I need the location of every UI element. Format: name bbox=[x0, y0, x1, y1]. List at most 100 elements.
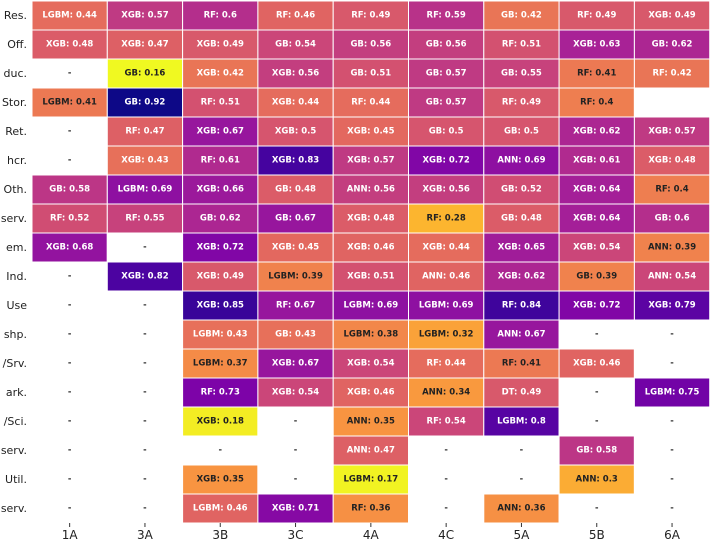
row-label: Off. bbox=[7, 38, 27, 51]
cell-label: XGB: 0.72 bbox=[422, 156, 469, 166]
cell-label: - bbox=[444, 446, 448, 456]
cell-label: ANN: 0.46 bbox=[422, 272, 470, 282]
cell-label: XGB: 0.45 bbox=[347, 127, 394, 137]
heatmap-cell bbox=[332, 29, 410, 60]
cell-label: - bbox=[520, 475, 524, 485]
cell-label: ANN: 0.35 bbox=[347, 417, 395, 427]
heatmap-cell bbox=[106, 116, 184, 147]
column-label: 3A bbox=[137, 528, 154, 540]
cell-label: - bbox=[670, 446, 674, 456]
heatmap-cell bbox=[633, 406, 711, 437]
heatmap-cell bbox=[257, 435, 334, 466]
heatmap-cell bbox=[408, 319, 485, 350]
cell-label: RF: 0.36 bbox=[351, 504, 390, 514]
cell-label: XGB: 0.65 bbox=[498, 243, 545, 253]
cell-label: RF: 0.51 bbox=[201, 98, 240, 108]
cell-label: GB: 0.52 bbox=[501, 185, 542, 195]
cell-label: - bbox=[68, 504, 72, 514]
cell-label: XGB: 0.57 bbox=[121, 11, 168, 21]
heatmap-cell bbox=[633, 464, 711, 495]
cell-label: RF: 0.42 bbox=[652, 69, 691, 79]
heatmap-cell bbox=[332, 348, 410, 379]
cell-label: XGB: 0.46 bbox=[573, 359, 620, 369]
heatmap-cell bbox=[182, 145, 259, 176]
heatmap-cell bbox=[332, 58, 410, 89]
heatmap-cell bbox=[257, 319, 334, 350]
cell-label: LGBM: 0.69 bbox=[419, 301, 474, 311]
heatmap-cell bbox=[558, 116, 635, 147]
cell-label: - bbox=[143, 504, 147, 514]
heatmap-cell bbox=[633, 493, 711, 524]
heatmap-cell bbox=[408, 406, 485, 437]
cell-label: - bbox=[670, 330, 674, 340]
cell-label: - bbox=[218, 446, 222, 456]
cell-label: - bbox=[68, 446, 72, 456]
cell-label: - bbox=[143, 330, 147, 340]
cell-label: - bbox=[595, 330, 599, 340]
heatmap-cell bbox=[558, 348, 635, 379]
cell-label: ANN: 0.47 bbox=[347, 446, 395, 456]
heatmap-cell bbox=[633, 348, 711, 379]
heatmap-cell bbox=[332, 319, 410, 350]
cell-label: XGB: 0.79 bbox=[648, 301, 695, 311]
heatmap-cell bbox=[558, 261, 635, 292]
heatmap-cell bbox=[408, 377, 485, 408]
cell-label: XGB: 0.83 bbox=[272, 156, 319, 166]
cell-label: ANN: 0.36 bbox=[497, 504, 545, 514]
heatmap-cell bbox=[633, 319, 711, 350]
heatmap-cell bbox=[182, 174, 259, 205]
cell-label: - bbox=[68, 388, 72, 398]
heatmap-cell bbox=[558, 203, 635, 234]
row-label: shp. bbox=[4, 328, 27, 341]
heatmap-cell bbox=[633, 145, 711, 176]
cell-label: GB: 0.62 bbox=[200, 214, 241, 224]
cell-label: XGB: 0.71 bbox=[272, 504, 319, 514]
cell-label: - bbox=[670, 475, 674, 485]
heatmap-cell bbox=[31, 145, 108, 176]
heatmap-cell bbox=[558, 377, 635, 408]
heatmap-cell bbox=[332, 145, 410, 176]
heatmap-cell bbox=[182, 406, 259, 437]
row-label: serv. bbox=[1, 212, 27, 225]
heatmap-cell bbox=[182, 348, 259, 379]
row-label: hcr. bbox=[7, 154, 27, 167]
cell-label: - bbox=[68, 69, 72, 79]
cell-label: RF: 0.4 bbox=[655, 185, 688, 195]
cell-label: RF: 0.41 bbox=[577, 69, 616, 79]
cell-label: - bbox=[444, 475, 448, 485]
cell-label: XGB: 0.5 bbox=[275, 127, 317, 137]
row-label: serv. bbox=[1, 444, 27, 457]
cell-label: RF: 0.52 bbox=[50, 214, 89, 224]
cell-label: XGB: 0.44 bbox=[272, 98, 319, 108]
heatmap-cell bbox=[31, 58, 108, 89]
heatmap-cell bbox=[106, 464, 184, 495]
cell-label: LGBM: 0.38 bbox=[344, 330, 399, 340]
cell-label: - bbox=[68, 330, 72, 340]
heatmap-cell bbox=[106, 203, 184, 234]
cell-label: - bbox=[294, 417, 298, 427]
heatmap-cell bbox=[483, 116, 560, 147]
heatmap-cell bbox=[257, 406, 334, 437]
heatmap-cell bbox=[31, 29, 108, 60]
cell-label: RF: 0.46 bbox=[276, 11, 315, 21]
cell-label: LGBM: 0.43 bbox=[193, 330, 248, 340]
heatmap-cell bbox=[332, 464, 410, 495]
cell-label: GB: 0.92 bbox=[125, 98, 166, 108]
cell-label: GB: 0.48 bbox=[501, 214, 542, 224]
cell-label: LGBM: 0.8 bbox=[497, 417, 546, 427]
heatmap-cell bbox=[633, 377, 711, 408]
heatmap-cell bbox=[633, 261, 711, 292]
cell-label: RF: 0.41 bbox=[502, 359, 541, 369]
cell-label: XGB: 0.54 bbox=[347, 359, 394, 369]
row-label: duc. bbox=[4, 67, 28, 80]
cell-label: - bbox=[670, 417, 674, 427]
cell-label: - bbox=[143, 301, 147, 311]
cell-label: GB: 0.51 bbox=[350, 69, 391, 79]
cell-label: GB: 0.58 bbox=[49, 185, 90, 195]
cell-label: RF: 0.49 bbox=[351, 11, 390, 21]
cell-label: GB: 0.57 bbox=[426, 98, 467, 108]
heatmap-cell bbox=[106, 290, 184, 321]
cell-label: GB: 0.55 bbox=[501, 69, 542, 79]
heatmap-cell bbox=[558, 29, 635, 60]
heatmap-cell bbox=[31, 232, 108, 263]
